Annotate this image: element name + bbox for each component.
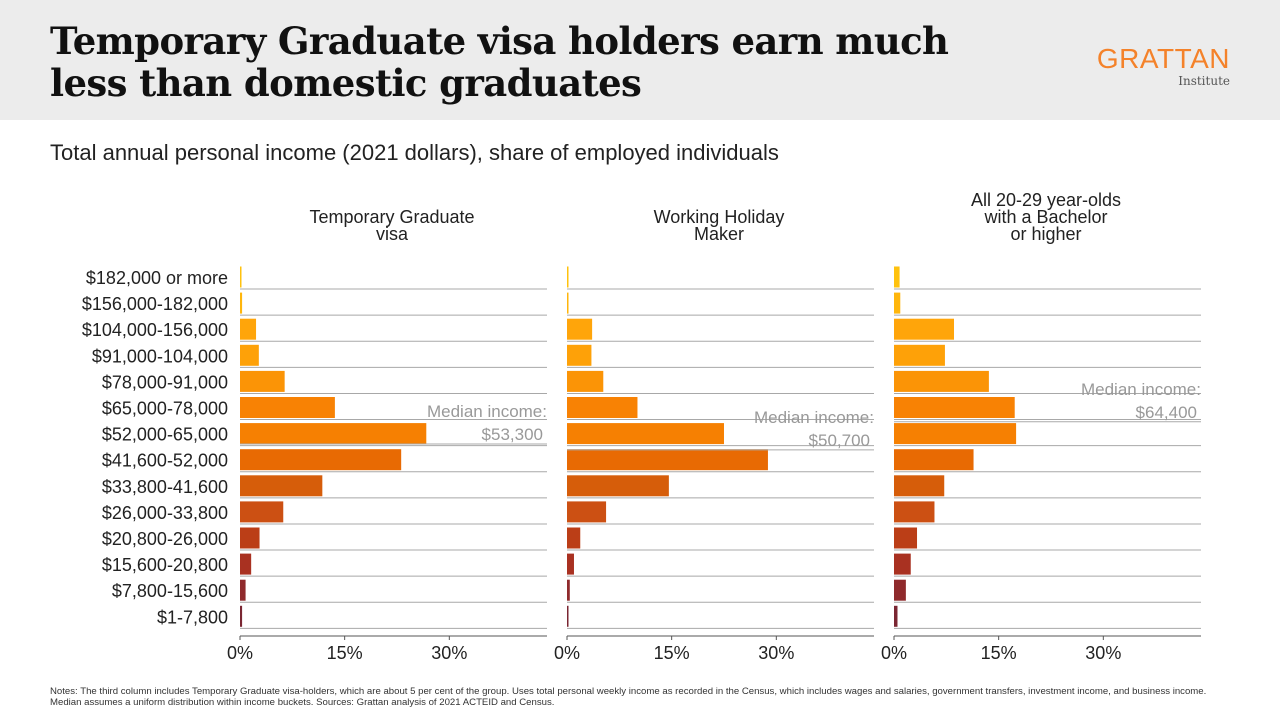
chart-area: $182,000 or more $156,000-182,000 $104,000… [82,190,1201,663]
bar [240,423,427,445]
bar [894,344,945,366]
bar [567,318,593,340]
panel-title: or higher [1010,224,1081,244]
category-label: $156,000-182,000 [82,294,228,314]
median-label: Median income: [754,408,874,427]
bar [240,266,242,288]
median-label: Median income: [427,402,547,421]
bar [240,527,260,549]
bar [240,370,285,392]
logo-sub: Institute [1178,74,1230,88]
category-label: $182,000 or more [86,268,228,288]
bar [567,344,592,366]
bar [567,579,570,601]
bar [894,579,906,601]
panel-title: Maker [694,224,744,244]
median-value: $53,300 [482,425,543,444]
bar [894,318,955,340]
bar [894,475,945,497]
x-tick-label: 0% [881,643,907,663]
x-tick-label: 15% [981,643,1017,663]
bar [240,553,252,575]
bar [894,553,911,575]
x-tick-label: 0% [227,643,253,663]
x-tick-label: 15% [327,643,363,663]
bar [240,579,246,601]
chart-subtitle: Total annual personal income (2021 dolla… [50,140,779,165]
median-value: $64,400 [1136,403,1197,422]
bar [567,266,569,288]
panel-title: Temporary Graduate [309,207,474,227]
bar [894,370,989,392]
bar [567,292,569,314]
x-tick-label: 30% [1085,643,1121,663]
bar [240,344,259,366]
panel-title: Working Holiday [654,207,785,227]
x-tick-label: 15% [654,643,690,663]
chart-title: Temporary Graduate visa holders earn muc… [50,19,949,105]
bar [567,553,574,575]
logo-name: GRATTAN [1096,43,1230,74]
bar [567,370,604,392]
panel-title: visa [376,224,409,244]
bar [240,318,257,340]
panel-title: All 20-29 year-olds [971,190,1121,210]
category-label: $41,600-52,000 [102,451,228,471]
category-label: $20,800-26,000 [102,529,228,549]
bar [240,475,323,497]
bar [894,449,974,471]
bar [894,423,1017,445]
header-band [0,0,1280,120]
x-tick-label: 30% [431,643,467,663]
bar [894,501,935,523]
category-label: $78,000-91,000 [102,372,228,392]
bar [240,501,284,523]
bar [894,397,1015,418]
notes: Notes: The third column includes Tempora… [50,686,1207,708]
bar [567,527,581,549]
category-label: $65,000-78,000 [102,399,228,419]
category-label: $91,000-104,000 [92,346,228,366]
bar [567,475,669,497]
category-label: $104,000-156,000 [82,320,228,340]
x-tick-label: 30% [758,643,794,663]
bar [894,527,918,549]
bar [894,292,901,314]
category-label: $7,800-15,600 [112,581,228,601]
bar [567,397,638,418]
bar [240,292,243,314]
category-label: $15,600-20,800 [102,555,228,575]
category-label: $26,000-33,800 [102,503,228,523]
bar [567,501,607,523]
bar [567,605,569,627]
bar [894,266,900,288]
bar [240,449,402,471]
bar [567,449,768,471]
category-label: $33,800-41,600 [102,477,228,497]
category-label: $52,000-65,000 [102,425,228,445]
median-label: Median income: [1081,380,1201,399]
panel-title: with a Bachelor [983,207,1107,227]
bar [894,605,898,627]
bar [567,423,724,445]
bar [240,605,243,627]
logo: GRATTAN Institute [1096,43,1230,89]
bar [240,397,335,418]
category-label: $1-7,800 [157,607,228,627]
x-tick-label: 0% [554,643,580,663]
median-value: $50,700 [809,431,870,450]
